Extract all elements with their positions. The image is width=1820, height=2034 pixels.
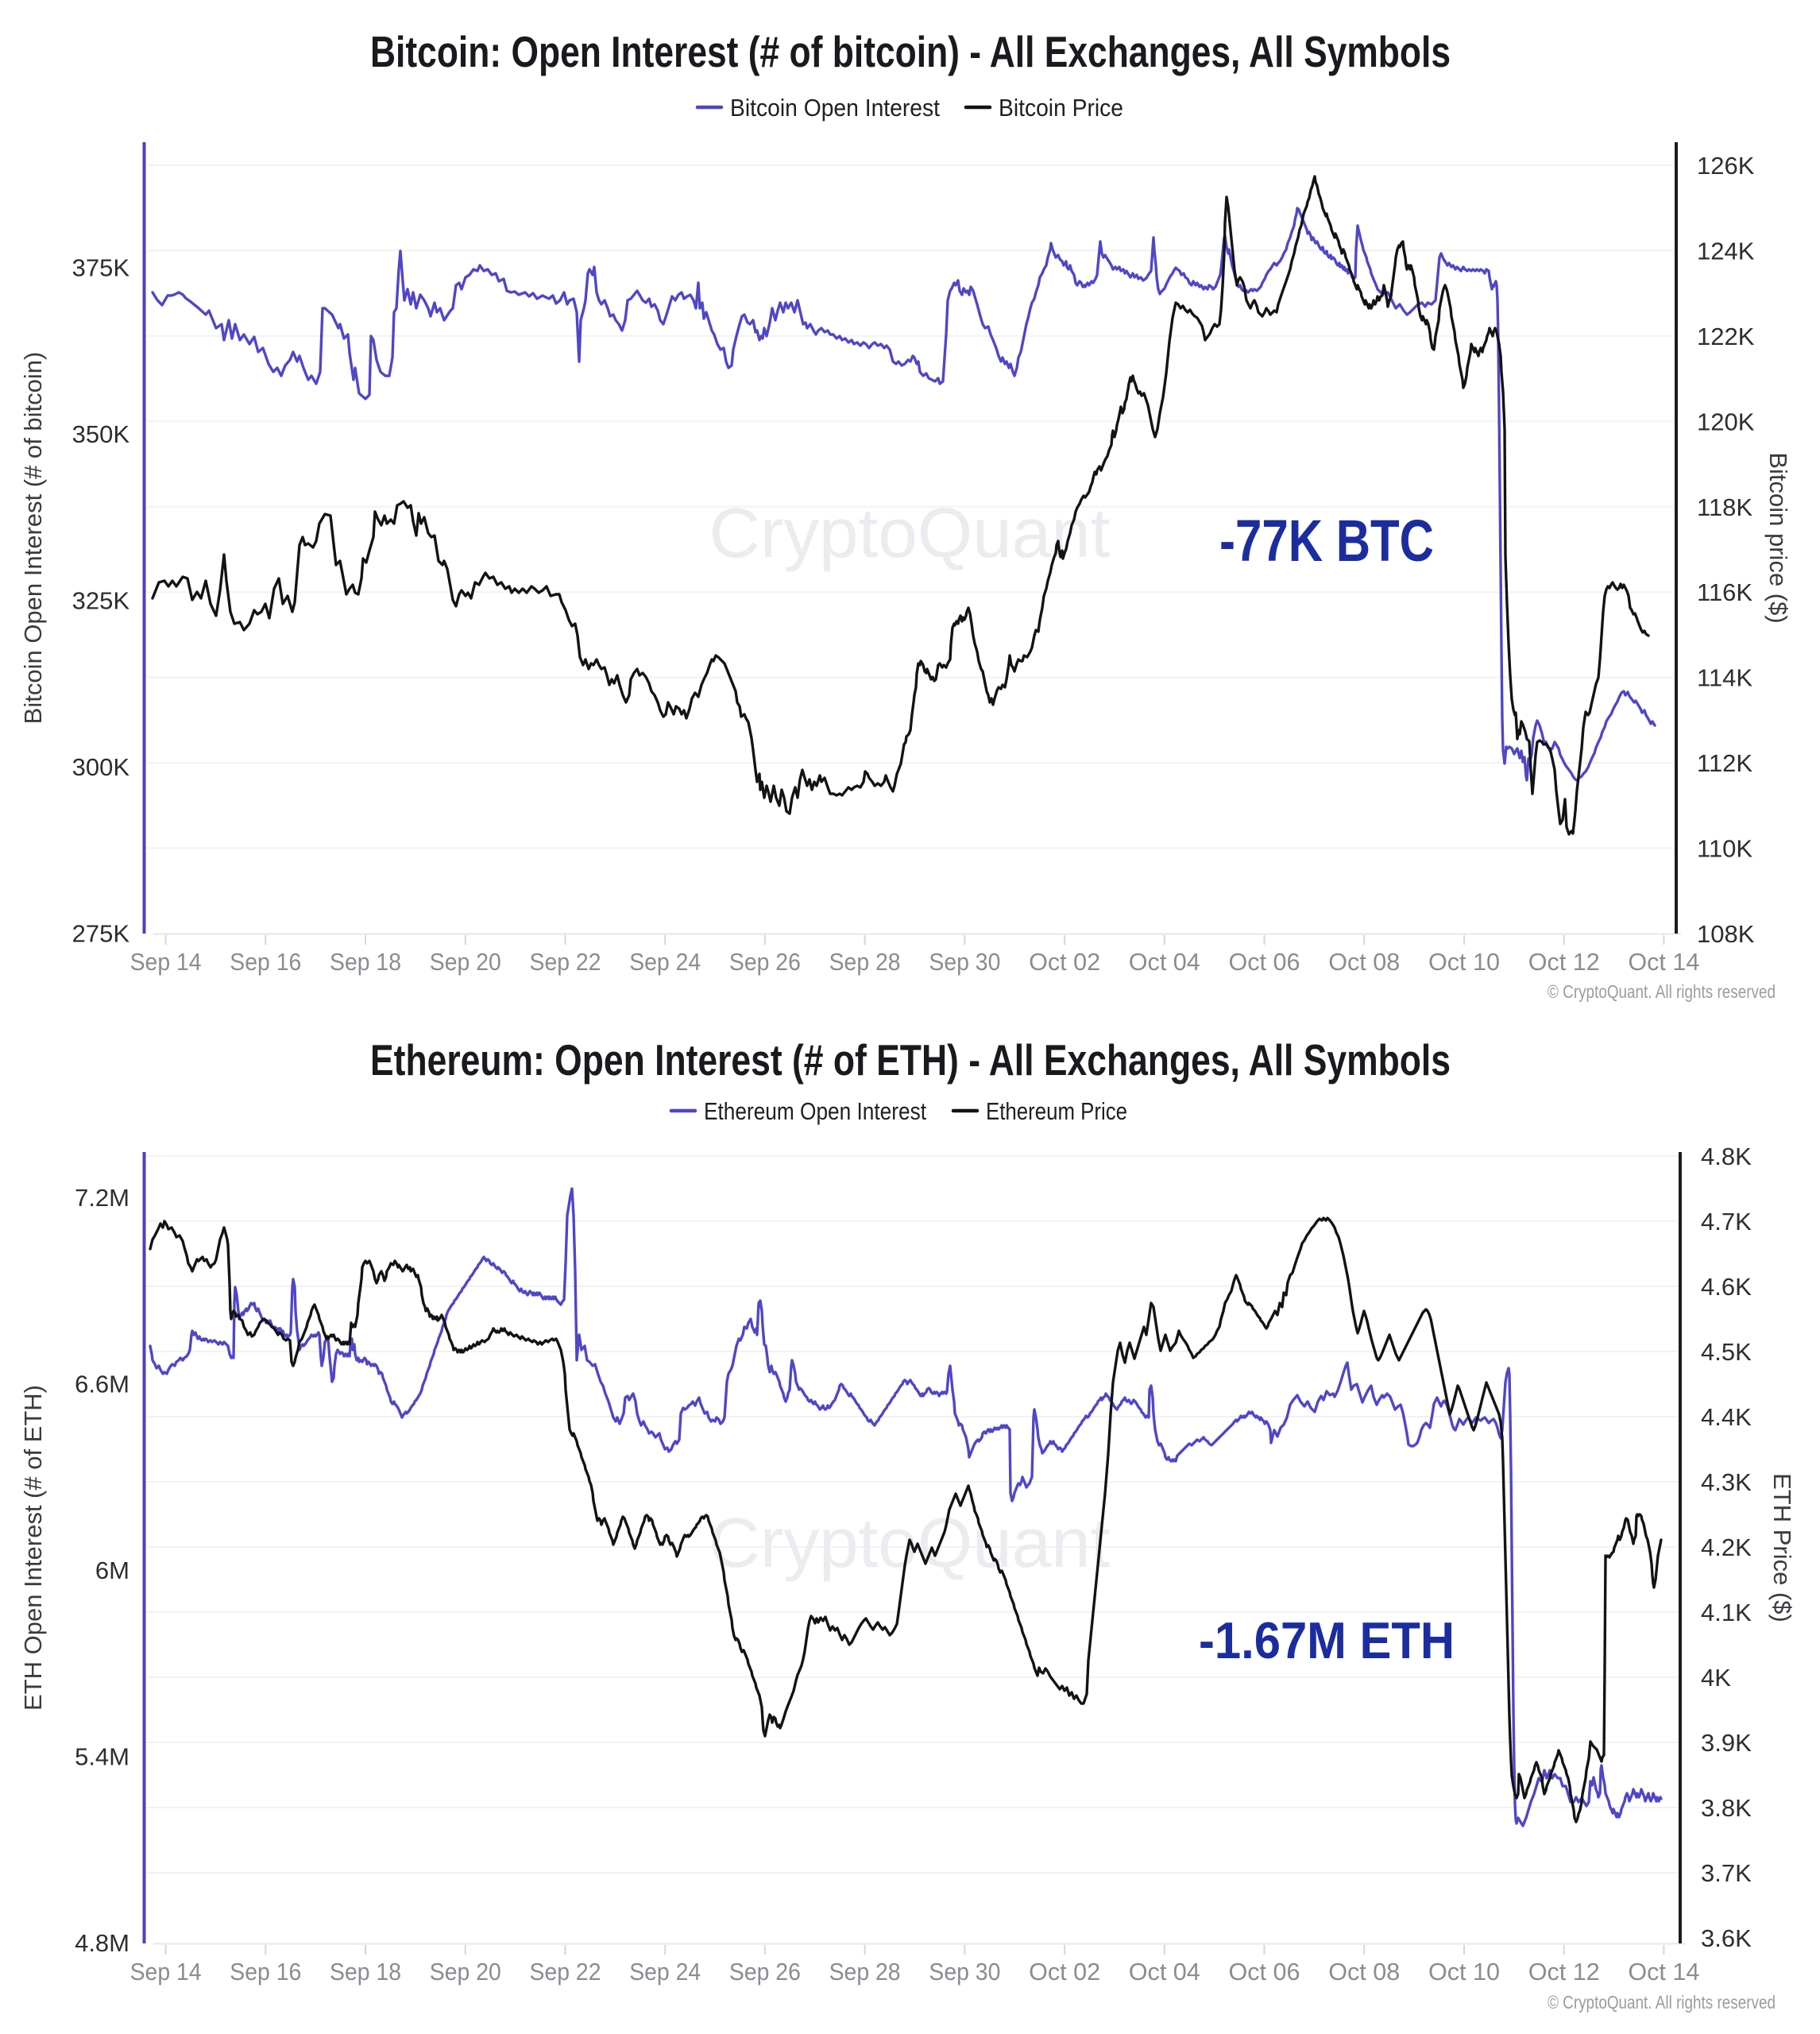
svg-text:4.8M: 4.8M [75,1929,129,1957]
svg-text:7.2M: 7.2M [75,1184,129,1212]
svg-text:Oct 12: Oct 12 [1528,948,1600,976]
svg-text:Oct 08: Oct 08 [1328,1958,1400,1986]
svg-text:118K: 118K [1697,493,1752,521]
svg-text:Bitcoin Open Interest: Bitcoin Open Interest [730,94,940,122]
svg-text:Sep 14: Sep 14 [130,948,202,976]
svg-text:Ethereum: Open Interest (# of: Ethereum: Open Interest (# of ETH) - All… [370,1035,1451,1085]
svg-text:325K: 325K [72,587,130,615]
svg-text:Sep 20: Sep 20 [430,1958,501,1986]
svg-text:Oct 14: Oct 14 [1628,948,1699,976]
svg-text:Oct 12: Oct 12 [1528,1958,1600,1986]
svg-text:4.4K: 4.4K [1701,1403,1752,1431]
svg-text:Sep 14: Sep 14 [130,1958,202,1986]
svg-text:Ethereum Price: Ethereum Price [986,1097,1127,1125]
svg-text:Sep 24: Sep 24 [629,1958,701,1986]
svg-text:4.1K: 4.1K [1701,1599,1752,1626]
svg-text:Oct 06: Oct 06 [1229,948,1300,976]
svg-text:3.8K: 3.8K [1701,1794,1752,1822]
svg-text:Sep 28: Sep 28 [829,1958,901,1986]
svg-text:Oct 06: Oct 06 [1229,1958,1300,1986]
svg-text:110K: 110K [1697,835,1752,863]
svg-text:300K: 300K [72,753,130,781]
svg-text:Sep 16: Sep 16 [230,948,301,976]
svg-text:126K: 126K [1697,152,1755,180]
svg-text:Sep 28: Sep 28 [829,948,901,976]
svg-text:Bitcoin Open Interest (# of bi: Bitcoin Open Interest (# of bitcoin) [19,352,47,725]
svg-text:Sep 26: Sep 26 [729,948,801,976]
svg-text:Bitcoin: Open Interest (# of b: Bitcoin: Open Interest (# of bitcoin) - … [370,27,1451,76]
svg-text:116K: 116K [1697,578,1752,606]
svg-text:-1.67M ETH: -1.67M ETH [1199,1611,1455,1669]
svg-text:6.6M: 6.6M [75,1371,129,1398]
svg-text:Sep 18: Sep 18 [330,948,401,976]
svg-text:Bitcoin Price: Bitcoin Price [999,94,1123,122]
svg-text:5.4M: 5.4M [75,1743,129,1771]
svg-text:Ethereum Open Interest: Ethereum Open Interest [704,1097,926,1125]
svg-text:122K: 122K [1697,323,1755,350]
svg-text:275K: 275K [72,920,130,948]
svg-text:Oct 02: Oct 02 [1029,948,1100,976]
svg-text:Sep 24: Sep 24 [629,948,701,976]
svg-text:CryptoQuant: CryptoQuant [709,493,1111,572]
svg-text:Sep 18: Sep 18 [330,1958,401,1986]
svg-text:Oct 14: Oct 14 [1628,1958,1699,1986]
svg-text:ETH Open Interest (# of ETH): ETH Open Interest (# of ETH) [19,1385,47,1711]
svg-text:Sep 30: Sep 30 [929,948,1000,976]
svg-text:-77K BTC: -77K BTC [1219,508,1434,574]
svg-text:3.7K: 3.7K [1701,1859,1752,1887]
svg-text:Oct 04: Oct 04 [1129,1958,1200,1986]
svg-text:4.8K: 4.8K [1701,1143,1752,1170]
svg-text:120K: 120K [1697,408,1755,435]
svg-text:350K: 350K [72,420,130,448]
svg-text:114K: 114K [1697,664,1752,692]
svg-text:Sep 22: Sep 22 [530,1958,601,1986]
svg-text:4.7K: 4.7K [1701,1208,1752,1235]
svg-text:© CryptoQuant. All rights rese: © CryptoQuant. All rights reserved [1548,981,1776,1002]
svg-text:Sep 30: Sep 30 [929,1958,1000,1986]
svg-text:4.6K: 4.6K [1701,1273,1752,1301]
svg-text:Oct 10: Oct 10 [1428,948,1500,976]
svg-text:124K: 124K [1697,237,1755,265]
svg-text:4K: 4K [1701,1664,1731,1692]
svg-text:© CryptoQuant. All rights rese: © CryptoQuant. All rights reserved [1548,1992,1776,2013]
svg-text:Oct 02: Oct 02 [1029,1958,1100,1986]
svg-text:Bitcoin price ($): Bitcoin price ($) [1764,452,1792,623]
svg-text:3.9K: 3.9K [1701,1729,1752,1757]
svg-text:Oct 08: Oct 08 [1328,948,1400,976]
svg-text:Sep 20: Sep 20 [430,948,501,976]
svg-text:108K: 108K [1697,920,1755,948]
svg-text:ETH Price ($): ETH Price ($) [1768,1473,1796,1622]
svg-text:3.6K: 3.6K [1701,1924,1752,1952]
svg-text:4.5K: 4.5K [1701,1338,1752,1366]
svg-text:Sep 26: Sep 26 [729,1958,801,1986]
svg-text:112K: 112K [1697,749,1752,777]
svg-text:Sep 16: Sep 16 [230,1958,301,1986]
svg-text:375K: 375K [72,254,130,282]
svg-text:4.2K: 4.2K [1701,1533,1752,1561]
svg-text:4.3K: 4.3K [1701,1468,1752,1496]
svg-text:Oct 10: Oct 10 [1428,1958,1500,1986]
svg-text:6M: 6M [95,1556,129,1584]
svg-text:Oct 04: Oct 04 [1129,948,1200,976]
svg-text:Sep 22: Sep 22 [530,948,601,976]
